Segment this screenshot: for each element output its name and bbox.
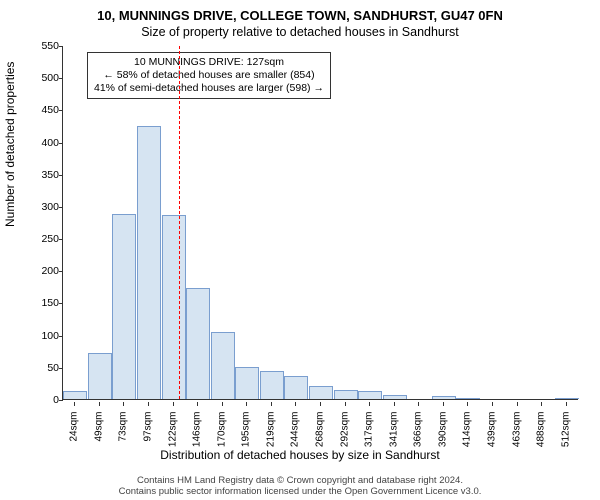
x-axis-label: Distribution of detached houses by size … xyxy=(0,448,600,462)
x-tick-mark xyxy=(123,402,124,406)
y-tick-label: 300 xyxy=(27,201,59,213)
annotation-line-2: ← 58% of detached houses are smaller (85… xyxy=(94,69,324,82)
chart-title: 10, MUNNINGS DRIVE, COLLEGE TOWN, SANDHU… xyxy=(0,0,600,23)
histogram-bar xyxy=(260,371,284,399)
histogram-bar xyxy=(334,390,358,399)
x-tick-mark xyxy=(369,402,370,406)
y-tick-mark xyxy=(59,336,63,337)
y-tick-label: 150 xyxy=(27,297,59,309)
y-tick-label: 350 xyxy=(27,169,59,181)
histogram-bar xyxy=(235,367,259,399)
footer-attribution: Contains HM Land Registry data © Crown c… xyxy=(0,476,600,498)
y-tick-label: 50 xyxy=(27,362,59,374)
y-tick-label: 550 xyxy=(27,40,59,52)
histogram-bar xyxy=(309,386,333,399)
y-tick-label: 400 xyxy=(27,137,59,149)
y-tick-mark xyxy=(59,46,63,47)
x-tick-mark xyxy=(492,402,493,406)
y-tick-mark xyxy=(59,78,63,79)
x-tick-mark xyxy=(148,402,149,406)
histogram-bar xyxy=(112,214,136,399)
histogram-bar xyxy=(383,395,407,399)
footer-line-2: Contains public sector information licen… xyxy=(0,487,600,498)
x-tick-mark xyxy=(541,402,542,406)
y-tick-mark xyxy=(59,207,63,208)
y-tick-mark xyxy=(59,175,63,176)
histogram-bar xyxy=(211,332,235,399)
x-tick-mark xyxy=(394,402,395,406)
plot-frame: 10 MUNNINGS DRIVE: 127sqm ← 58% of detac… xyxy=(62,46,578,400)
y-tick-label: 500 xyxy=(27,72,59,84)
x-tick-mark xyxy=(418,402,419,406)
chart-subtitle: Size of property relative to detached ho… xyxy=(0,23,600,39)
y-tick-mark xyxy=(59,239,63,240)
y-axis-label: Number of detached properties xyxy=(3,62,17,227)
y-tick-mark xyxy=(59,303,63,304)
x-tick-mark xyxy=(99,402,100,406)
y-tick-label: 250 xyxy=(27,233,59,245)
annotation-line-1: 10 MUNNINGS DRIVE: 127sqm xyxy=(94,56,324,69)
y-tick-mark xyxy=(59,143,63,144)
chart-container: 10, MUNNINGS DRIVE, COLLEGE TOWN, SANDHU… xyxy=(0,0,600,500)
y-tick-label: 100 xyxy=(27,330,59,342)
histogram-bar xyxy=(432,396,456,399)
x-tick-mark xyxy=(295,402,296,406)
y-tick-mark xyxy=(59,368,63,369)
histogram-bar xyxy=(284,376,308,399)
y-tick-mark xyxy=(59,110,63,111)
histogram-bar xyxy=(456,398,480,399)
x-tick-mark xyxy=(345,402,346,406)
x-tick-mark xyxy=(271,402,272,406)
histogram-bar xyxy=(137,126,161,399)
y-tick-mark xyxy=(59,271,63,272)
plot-area: 10 MUNNINGS DRIVE: 127sqm ← 58% of detac… xyxy=(62,46,578,400)
x-tick-mark xyxy=(222,402,223,406)
histogram-bar xyxy=(358,391,382,399)
annotation-line-3: 41% of semi-detached houses are larger (… xyxy=(94,82,324,95)
reference-line xyxy=(179,46,180,399)
x-tick-mark xyxy=(320,402,321,406)
histogram-bar xyxy=(186,288,210,399)
y-tick-mark xyxy=(59,400,63,401)
x-tick-mark xyxy=(246,402,247,406)
annotation-box: 10 MUNNINGS DRIVE: 127sqm ← 58% of detac… xyxy=(87,52,331,99)
x-tick-mark xyxy=(197,402,198,406)
x-tick-mark xyxy=(173,402,174,406)
histogram-bar xyxy=(555,398,579,399)
x-tick-mark xyxy=(74,402,75,406)
histogram-bar xyxy=(162,215,186,399)
x-tick-mark xyxy=(566,402,567,406)
y-tick-label: 200 xyxy=(27,265,59,277)
y-tick-label: 450 xyxy=(27,104,59,116)
x-tick-mark xyxy=(517,402,518,406)
x-tick-labels: 24sqm49sqm73sqm97sqm122sqm146sqm170sqm19… xyxy=(62,402,578,452)
histogram-bar xyxy=(63,391,87,399)
y-tick-label: 0 xyxy=(27,394,59,406)
histogram-bar xyxy=(88,353,112,399)
x-tick-mark xyxy=(443,402,444,406)
x-tick-mark xyxy=(467,402,468,406)
